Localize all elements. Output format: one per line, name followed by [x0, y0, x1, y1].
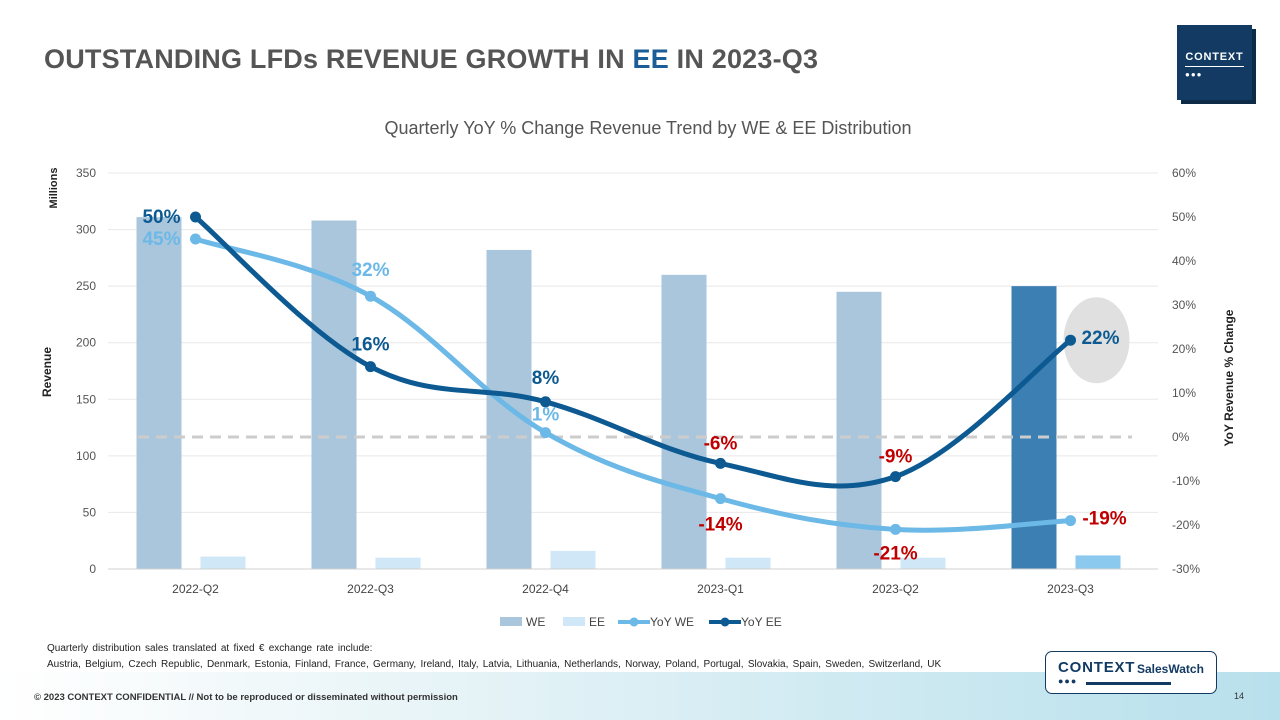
- y-tick-label: 200: [76, 336, 96, 350]
- x-tick-label: 2022-Q3: [347, 582, 394, 596]
- bar-ee: [550, 550, 596, 569]
- y2-tick-label: 50%: [1172, 210, 1196, 224]
- page-number: 14: [1234, 691, 1245, 701]
- y-tick-label: 0: [89, 562, 96, 576]
- data-label-yoy-we: -19%: [1082, 509, 1126, 530]
- logo-line: [1185, 66, 1244, 67]
- point-yoy-ee: [890, 471, 901, 483]
- footer-confidential: © 2023 CONTEXT CONFIDENTIAL // Not to be…: [34, 692, 458, 703]
- point-yoy-ee: [715, 457, 726, 469]
- y-axis-units: Millions: [48, 168, 60, 209]
- data-label-yoy-we: -14%: [698, 515, 742, 536]
- bar-ee: [375, 557, 421, 569]
- y2-tick-label: 10%: [1172, 386, 1196, 400]
- saleswatch-logo: CONTEXT SalesWatch ●●●: [1045, 651, 1217, 694]
- y-tick-label: 300: [76, 223, 96, 237]
- saleswatch-bar: [1086, 682, 1171, 685]
- y2-tick-label: -20%: [1172, 518, 1200, 532]
- legend-marker-yoy-we: [629, 617, 639, 627]
- page-title: OUTSTANDING LFDs REVENUE GROWTH IN EE IN…: [44, 44, 818, 75]
- legend-marker-yoy-ee: [720, 617, 730, 627]
- line-yoy-we: [193, 236, 1073, 533]
- point-yoy-ee: [540, 396, 551, 408]
- point-yoy-ee: [1065, 334, 1076, 346]
- note-line-2: Austria, Belgium, Czech Republic, Denmar…: [47, 659, 942, 670]
- point-yoy-we: [890, 523, 901, 535]
- legend-label-ee: EE: [589, 615, 605, 629]
- point-yoy-we: [365, 290, 376, 302]
- y-tick-label: 150: [76, 392, 96, 406]
- bar-ee: [900, 557, 946, 569]
- point-yoy-we: [540, 427, 551, 439]
- point-yoy-ee: [365, 361, 376, 373]
- data-label-yoy-ee: -9%: [879, 447, 913, 468]
- y-tick-label: 100: [76, 449, 96, 463]
- bar-ee: [1075, 555, 1121, 569]
- bar-we: [661, 274, 707, 569]
- chart: Quarterly YoY % Change Revenue Trend by …: [40, 118, 1236, 629]
- point-yoy-we: [190, 233, 201, 245]
- point-yoy-we: [715, 493, 726, 505]
- y2-tick-label: 60%: [1172, 166, 1196, 180]
- context-logo: CONTEXT ●●●: [1177, 25, 1252, 100]
- logo-text: CONTEXT: [1185, 51, 1244, 63]
- legend-label-we: WE: [526, 615, 545, 629]
- y-tick-label: 250: [76, 279, 96, 293]
- x-tick-label: 2023-Q1: [697, 582, 744, 596]
- line-yoy-ee: [193, 214, 1073, 489]
- legend-swatch-ee: [563, 617, 585, 626]
- y2-tick-label: 0%: [1172, 430, 1190, 444]
- bar-ee: [725, 557, 771, 569]
- y-tick-label: 50: [83, 505, 97, 519]
- title-highlight: EE: [632, 44, 669, 74]
- x-tick-label: 2023-Q2: [872, 582, 919, 596]
- y2-tick-label: 30%: [1172, 298, 1196, 312]
- data-label-yoy-we: -21%: [873, 543, 917, 564]
- data-label-yoy-ee: -6%: [704, 433, 738, 454]
- data-label-yoy-we: 32%: [351, 260, 389, 281]
- bar-we: [136, 217, 182, 569]
- data-label-yoy-ee: 22%: [1081, 328, 1119, 349]
- y2-tick-label: 40%: [1172, 254, 1196, 268]
- highlight-circle: [1063, 297, 1130, 384]
- x-tick-label: 2023-Q3: [1047, 582, 1094, 596]
- data-label-yoy-ee: 16%: [351, 335, 389, 356]
- saleswatch-brand: CONTEXT: [1058, 659, 1136, 676]
- y2-tick-label: -10%: [1172, 474, 1200, 488]
- point-yoy-we: [1065, 515, 1076, 527]
- data-label-yoy-we: 1%: [532, 405, 560, 426]
- note-line-1: Quarterly distribution sales translated …: [47, 643, 373, 654]
- legend-label-yoy-we: YoY WE: [650, 615, 694, 629]
- saleswatch-label: SalesWatch: [1137, 662, 1204, 676]
- point-yoy-ee: [190, 211, 201, 223]
- logo-dots: ●●●: [1185, 70, 1203, 79]
- x-tick-label: 2022-Q2: [172, 582, 219, 596]
- legend-label-yoy-ee: YoY EE: [741, 615, 782, 629]
- title-prefix: OUTSTANDING LFDs REVENUE GROWTH IN: [44, 44, 625, 74]
- saleswatch-dots: ●●●: [1058, 676, 1078, 686]
- legend-swatch-we: [500, 617, 522, 626]
- title-suffix: IN 2023-Q3: [676, 44, 819, 74]
- data-label-yoy-ee: 50%: [142, 207, 180, 228]
- data-label-yoy-we: 45%: [142, 229, 180, 250]
- y-tick-label: 350: [76, 166, 96, 180]
- data-label-yoy-ee: 8%: [532, 368, 560, 389]
- y2-axis-title: YoY Revenue % Change: [1222, 309, 1236, 446]
- bar-ee: [200, 556, 246, 569]
- y2-tick-label: -30%: [1172, 562, 1200, 576]
- y-axis-title: Revenue: [40, 347, 54, 397]
- chart-title: Quarterly YoY % Change Revenue Trend by …: [385, 118, 912, 138]
- x-tick-label: 2022-Q4: [522, 582, 569, 596]
- y2-tick-label: 20%: [1172, 342, 1196, 356]
